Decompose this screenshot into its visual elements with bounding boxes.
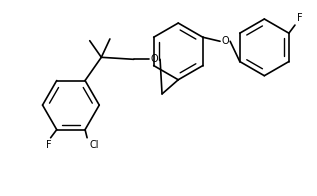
Text: F: F	[297, 13, 303, 23]
Text: F: F	[46, 140, 51, 150]
Text: O: O	[221, 36, 229, 46]
Text: O: O	[150, 54, 158, 64]
Text: Cl: Cl	[89, 140, 99, 150]
